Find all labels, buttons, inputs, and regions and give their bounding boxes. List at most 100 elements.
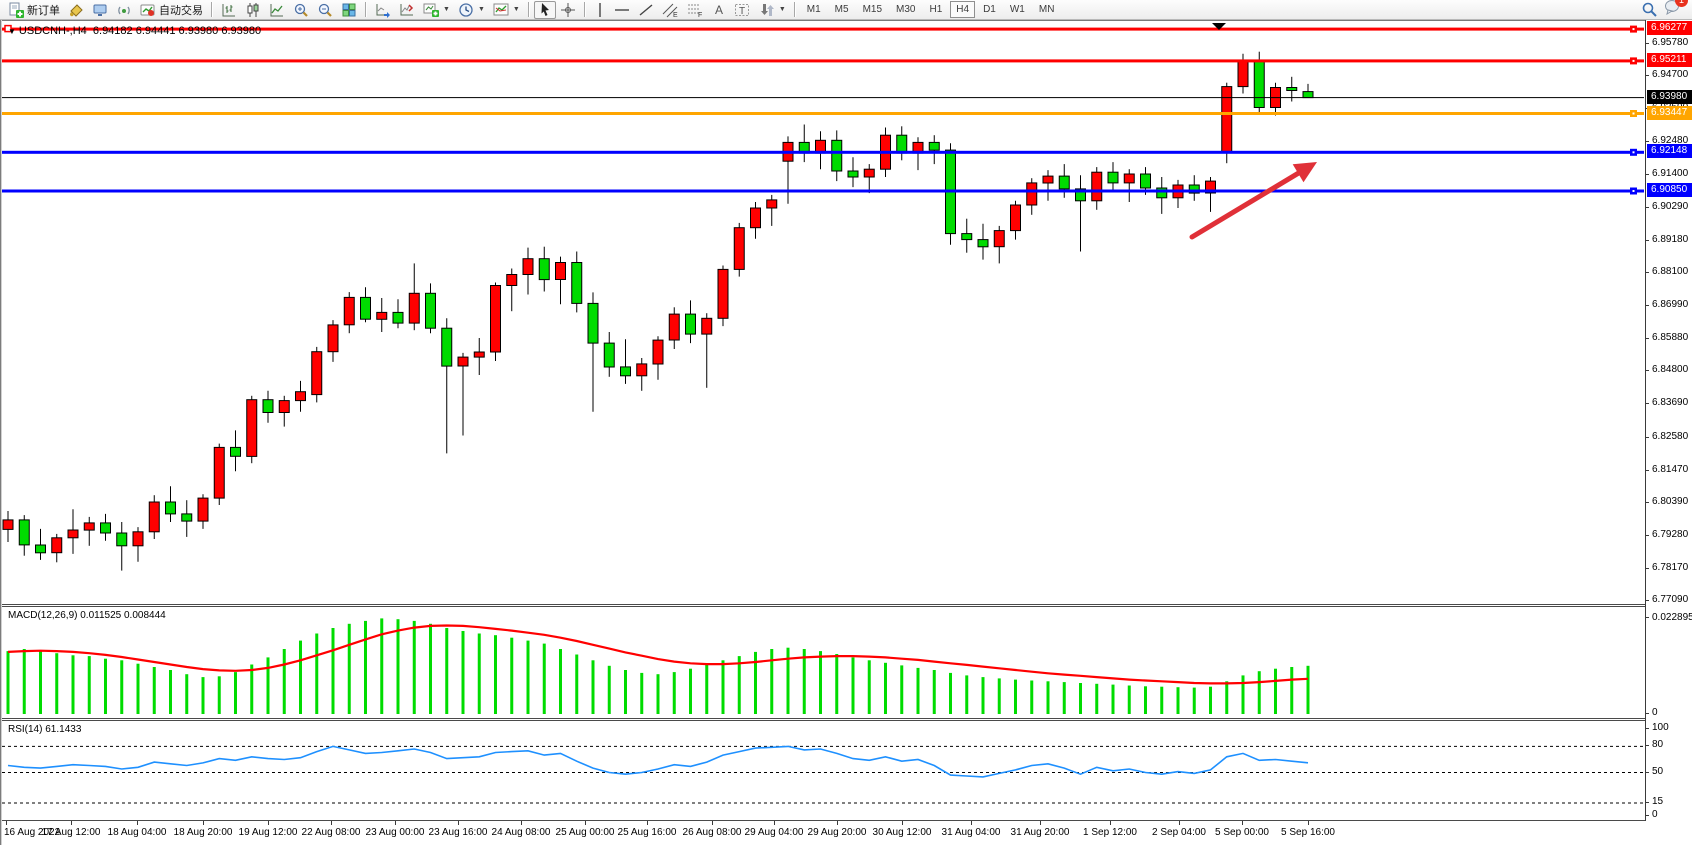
timeframe-m1[interactable]: M1 <box>806 4 821 15</box>
tile-windows-button[interactable] <box>337 1 361 19</box>
time-axis-tick <box>268 821 269 825</box>
rsi-panel[interactable]: RSI(14) 61.1433 <box>2 720 1645 821</box>
trendline-tool-button[interactable] <box>634 1 658 19</box>
price-axis-tick <box>1645 141 1649 142</box>
fibonacci-tool-button[interactable]: F <box>683 1 708 19</box>
toolbar-separator <box>583 2 586 17</box>
price-axis-label: 6.95780 <box>1652 37 1689 48</box>
time-axis-label: 19 Aug 12:00 <box>238 827 298 838</box>
macd-axis-tick <box>1645 713 1649 714</box>
time-axis-label: 22 Aug 08:00 <box>301 827 361 838</box>
timeframe-m15[interactable]: M15 <box>862 4 883 15</box>
signals-button[interactable] <box>112 1 136 19</box>
period-button[interactable]: ▼ <box>454 1 489 19</box>
rsi-axis-label: 50 <box>1652 766 1664 777</box>
rsi-axis-tick <box>1645 745 1649 746</box>
arrows-tool-button[interactable]: ▼ <box>755 1 790 19</box>
price-axis-tick <box>1645 207 1649 208</box>
new-chart-button[interactable]: ▼ <box>419 1 454 19</box>
macd-axis-max-label: 0.022895 <box>1652 612 1692 623</box>
price-axis-tick <box>1645 174 1649 175</box>
market-watch-button[interactable] <box>88 1 112 19</box>
timeframe-mn[interactable]: MN <box>1038 4 1055 15</box>
price-axis-label: 6.94700 <box>1652 69 1689 80</box>
paint-bucket-icon <box>70 3 83 17</box>
price-axis-label: 6.79280 <box>1652 529 1689 540</box>
vertical-line-tool-button[interactable] <box>590 1 610 19</box>
macd-axis-zero-label: 0 <box>1652 707 1658 718</box>
zoom-in-icon <box>294 3 308 17</box>
price-axis-tick <box>1645 437 1649 438</box>
candlestick-chart[interactable] <box>2 21 1645 604</box>
main-chart-panel[interactable]: ▼ USDCNH-,H4 6.94182 6.94441 6.93980 6.93… <box>2 20 1645 605</box>
horizontal-line-tool-button[interactable] <box>610 1 634 19</box>
rsi-axis-tick <box>1645 815 1649 816</box>
tile-windows-icon <box>342 3 356 16</box>
text-icon: A <box>715 3 723 17</box>
line-chart-icon <box>270 3 283 16</box>
time-axis-label: 25 Aug 00:00 <box>555 827 615 838</box>
time-axis-tick <box>902 821 903 825</box>
timeframe-h1[interactable]: H1 <box>929 4 943 15</box>
chart-title: ▼ USDCNH-,H4 6.94182 6.94441 6.93980 6.93… <box>8 25 261 37</box>
rsi-axis-label: 15 <box>1652 796 1664 807</box>
time-axis-tick <box>1110 821 1111 825</box>
chevron-down-icon: ▼ <box>443 6 450 13</box>
crosshair-tool-button[interactable] <box>556 1 580 19</box>
timeframe-m30[interactable]: M30 <box>896 4 916 15</box>
notifications-button[interactable]: 1 <box>1664 0 1688 20</box>
price-axis-tick <box>1645 403 1649 404</box>
timeframe-w1[interactable]: W1 <box>1009 4 1025 15</box>
timeframe-d1[interactable]: D1 <box>983 4 996 15</box>
text-tool-button[interactable]: A <box>708 1 730 19</box>
chevron-down-icon: ▼ <box>778 6 786 13</box>
chart-shift-button[interactable] <box>395 1 419 19</box>
notification-badge: 1 <box>1675 0 1688 7</box>
rsi-axis-tick <box>1645 772 1649 773</box>
toolbar-separator <box>365 2 367 17</box>
candlestick-chart-button[interactable] <box>241 1 265 19</box>
text-label-tool-button[interactable]: T <box>730 1 755 19</box>
rsi-axis-label: 0 <box>1652 809 1658 820</box>
new-order-label: 新订单 <box>27 4 60 17</box>
timeframe-m5[interactable]: M5 <box>834 4 849 15</box>
time-axis-tick <box>1242 821 1243 825</box>
time-axis-label: 29 Aug 04:00 <box>744 827 804 838</box>
svg-text:T: T <box>739 6 745 17</box>
chart-menu-triangle-icon[interactable]: ▼ <box>8 27 16 36</box>
zoom-out-button[interactable] <box>313 1 337 19</box>
time-axis-tick <box>203 821 204 825</box>
bar-chart-button[interactable] <box>217 1 241 19</box>
styler-button[interactable] <box>64 1 88 19</box>
price-axis-tick <box>1645 240 1649 241</box>
time-axis-tick <box>585 821 586 825</box>
cursor-icon <box>541 3 549 16</box>
macd-panel[interactable]: MACD(12,26,9) 0.011525 0.008444 <box>2 606 1645 719</box>
price-axis-tick <box>1645 502 1649 503</box>
new-order-icon <box>9 2 24 18</box>
price-axis-tick <box>1645 305 1649 306</box>
time-axis-label: 1 Sep 12:00 <box>1083 827 1137 838</box>
time-axis-label: 2 Sep 04:00 <box>1152 827 1206 838</box>
search-icon[interactable] <box>1641 1 1658 18</box>
cursor-tool-button[interactable] <box>533 0 556 19</box>
svg-text:F: F <box>698 12 702 18</box>
timeframe-h4[interactable]: H4 <box>950 1 976 18</box>
channel-tool-button[interactable]: E <box>658 1 683 19</box>
timeframe-group: M1 M5 M15 M30 H1 H4 D1 W1 MN <box>800 1 1062 18</box>
price-tag: 6.90850 <box>1647 183 1692 197</box>
chevron-down-icon: ▼ <box>512 6 520 13</box>
time-axis[interactable]: 16 Aug 2022 17 Aug 12:00 18 Aug 04:00 18 Au… <box>2 821 1645 845</box>
macd-chart[interactable] <box>2 607 1645 718</box>
clock-icon <box>459 2 473 17</box>
rsi-chart[interactable] <box>2 721 1645 820</box>
time-axis-label: 17 Aug 12:00 <box>41 827 101 838</box>
new-order-button[interactable]: 新订单 <box>4 1 64 19</box>
price-tag: 6.95211 <box>1647 53 1692 67</box>
indicators-button[interactable]: ▼ <box>489 1 524 19</box>
toolbar-separator <box>527 2 530 17</box>
line-chart-button[interactable] <box>265 1 289 19</box>
zoom-in-button[interactable] <box>289 1 313 19</box>
auto-scroll-button[interactable] <box>371 1 395 19</box>
autotrading-button[interactable]: 自动交易 <box>136 1 207 19</box>
